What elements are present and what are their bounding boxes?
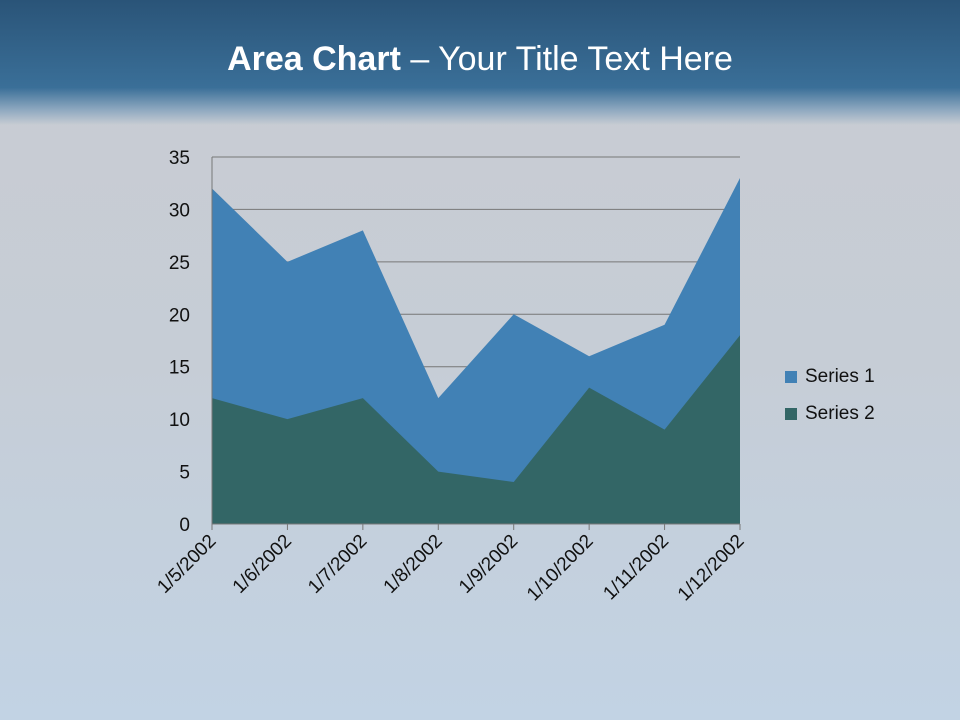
legend-item-series-2: Series 2 — [785, 395, 875, 432]
x-tick-label: 1/7/2002 — [304, 531, 371, 598]
x-tick-label: 1/10/2002 — [523, 531, 598, 606]
y-tick-label: 5 — [179, 463, 190, 484]
x-tick-label: 1/6/2002 — [229, 531, 296, 598]
legend-label: Series 2 — [805, 402, 875, 424]
x-tick-label: 1/8/2002 — [380, 531, 447, 598]
title-bar — [0, 0, 960, 125]
title-bold: Area Chart — [227, 40, 401, 78]
x-tick-label: 1/9/2002 — [455, 531, 522, 598]
area-series-2 — [212, 335, 740, 524]
y-tick-label: 15 — [169, 358, 190, 379]
legend-swatch — [785, 370, 797, 383]
legend-swatch — [785, 407, 797, 420]
slide-title: Area Chart – Your Title Text Here — [0, 40, 960, 79]
title-rest: – Your Title Text Here — [400, 40, 733, 78]
y-tick-label: 0 — [179, 515, 190, 536]
y-tick-label: 30 — [169, 200, 190, 221]
y-tick-label: 35 — [169, 148, 190, 169]
x-tick-label: 1/12/2002 — [674, 531, 749, 606]
legend-item-series-1: Series 1 — [785, 358, 875, 395]
legend: Series 1 Series 2 — [785, 358, 875, 432]
y-tick-label: 10 — [169, 410, 190, 431]
y-tick-label: 20 — [169, 305, 190, 326]
x-tick-label: 1/5/2002 — [153, 531, 220, 598]
y-tick-label: 25 — [169, 253, 190, 274]
legend-label: Series 1 — [805, 365, 875, 387]
x-tick-label: 1/11/2002 — [599, 531, 673, 605]
